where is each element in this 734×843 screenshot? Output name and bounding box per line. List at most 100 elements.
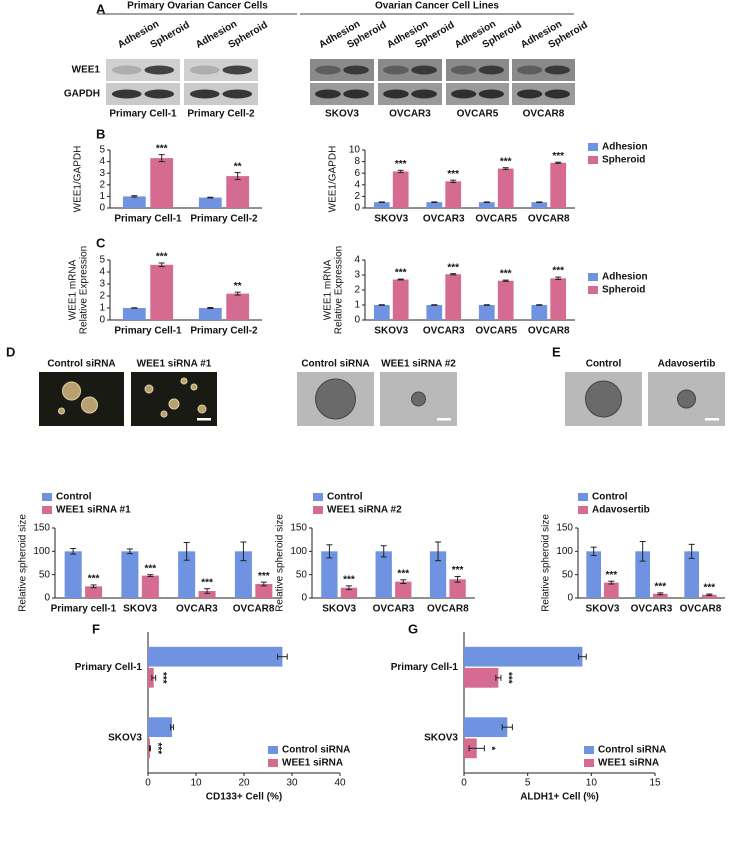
y-tick-label: 4 [99,267,105,278]
y-tick-label: Primary Cell-1 [391,662,459,673]
error-bar [501,724,513,731]
error-bar [578,653,587,660]
significance: *** [500,156,512,167]
significance: *** [397,568,409,579]
y-tick-label: 0 [301,593,307,604]
blot-sample-label: SKOV3 [325,109,359,120]
error-bar [183,541,190,561]
error-bar [90,584,97,589]
error-bar [204,588,211,594]
y-axis-label: WEE1 mRNA [68,259,79,320]
spheroid [315,378,356,420]
legend-label: WEE1 siRNA [598,758,659,769]
significance: *** [447,169,459,180]
legend-label: WEE1 siRNA [282,758,343,769]
bar [198,591,216,598]
error-bar [326,544,333,559]
error-bar [555,276,562,280]
panel-label: G [408,621,418,636]
y-tick-label: 50 [296,569,308,580]
image-caption: Adavosertib [658,359,716,370]
y-tick-label: 0 [567,593,573,604]
y-tick-label: 8 [354,156,360,167]
spheroid [62,381,81,401]
x-tick-label: 20 [238,778,250,789]
y-tick-label: 3 [99,279,105,290]
blot-group-title: Ovarian Cancer Cell Lines [375,1,499,12]
legend-label: Control siRNA [598,745,666,756]
x-tick-label: OVCAR8 [427,604,469,615]
significance: *** [500,269,512,280]
significance: *** [343,575,355,586]
blot-band [517,89,543,99]
y-tick-label: 50 [39,569,51,580]
bar [85,586,103,598]
significance: *** [152,742,163,754]
bar [635,551,651,598]
error-bar [495,674,502,681]
legend-swatch [42,506,52,514]
blot-band [478,89,504,99]
x-tick-label: OVCAR8 [233,604,275,615]
error-bar [397,169,404,174]
y-tick-label: 5 [99,145,105,156]
x-tick-label: OVCAR8 [528,214,570,225]
y-tick-label: Primary Cell-1 [75,662,143,673]
blot-band [451,65,477,75]
error-bar [234,291,241,296]
blot-strip [512,59,575,81]
blot-band [343,65,369,75]
spheroid [81,396,98,414]
legend-label: Adhesion [602,272,648,283]
blot-sample-label: OVCAR5 [457,109,499,120]
error-bar [207,196,214,199]
y-tick-label: 1 [99,191,105,202]
y-tick-label: 100 [33,546,50,557]
blot-strip [446,59,509,81]
error-bar [170,724,174,731]
bar [531,202,548,208]
legend-swatch [268,746,278,754]
image-caption: WEE1 siRNA #2 [381,359,456,370]
image-caption: Control siRNA [47,359,115,370]
bar [255,584,273,598]
error-bar [454,576,461,583]
bar [449,579,466,598]
error-bar [158,154,165,163]
error-bar [207,307,214,309]
legend-swatch [268,759,278,767]
x-tick-label: OVCAR5 [475,326,517,337]
y-tick-label: 5 [99,255,105,266]
bar [464,646,583,667]
x-tick-label: OVCAR3 [373,604,415,615]
significance: ** [234,161,242,172]
x-axis-label: ALDH1+ Cell (%) [520,792,599,803]
x-tick-label: Primary Cell-2 [190,214,258,225]
legend-label: Spheroid [602,155,645,166]
significance: *** [395,159,407,170]
blot-band [144,89,175,99]
x-tick-label: SKOV3 [374,214,408,225]
error-bar [234,172,241,181]
error-bar [431,304,438,306]
bar [603,582,619,598]
legend-label: Adhesion [602,142,648,153]
error-bar [240,541,247,562]
bar [550,162,567,208]
significance: *** [201,577,213,588]
x-tick-label: 0 [461,778,467,789]
bar [226,176,250,208]
legend-swatch [588,273,598,281]
y-tick-label: 2 [99,179,105,190]
x-tick-label: 0 [145,778,151,789]
significance: *** [156,252,168,263]
y-tick-label: 0 [99,203,105,214]
error-bar [536,304,543,306]
error-bar [400,579,407,585]
y-axis-label: Relative spheroid size [541,514,552,612]
error-bar [131,195,138,198]
y-tick-label: 100 [556,546,573,557]
bar [121,551,139,598]
legend-label: WEE1 siRNA #1 [56,505,131,516]
